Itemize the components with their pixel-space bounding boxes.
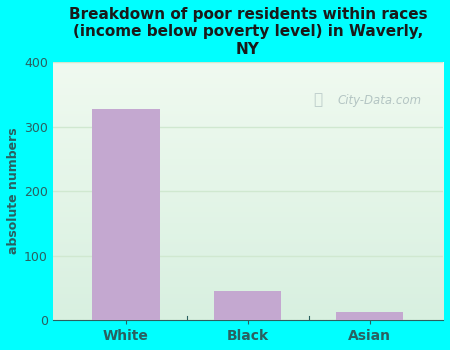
Y-axis label: absolute numbers: absolute numbers bbox=[7, 128, 20, 254]
Text: ⌕: ⌕ bbox=[314, 92, 323, 107]
Bar bbox=[93, 108, 160, 320]
Text: City-Data.com: City-Data.com bbox=[338, 94, 422, 107]
Bar bbox=[336, 312, 404, 320]
Title: Breakdown of poor residents within races
(income below poverty level) in Waverly: Breakdown of poor residents within races… bbox=[69, 7, 427, 57]
Bar bbox=[214, 291, 282, 320]
